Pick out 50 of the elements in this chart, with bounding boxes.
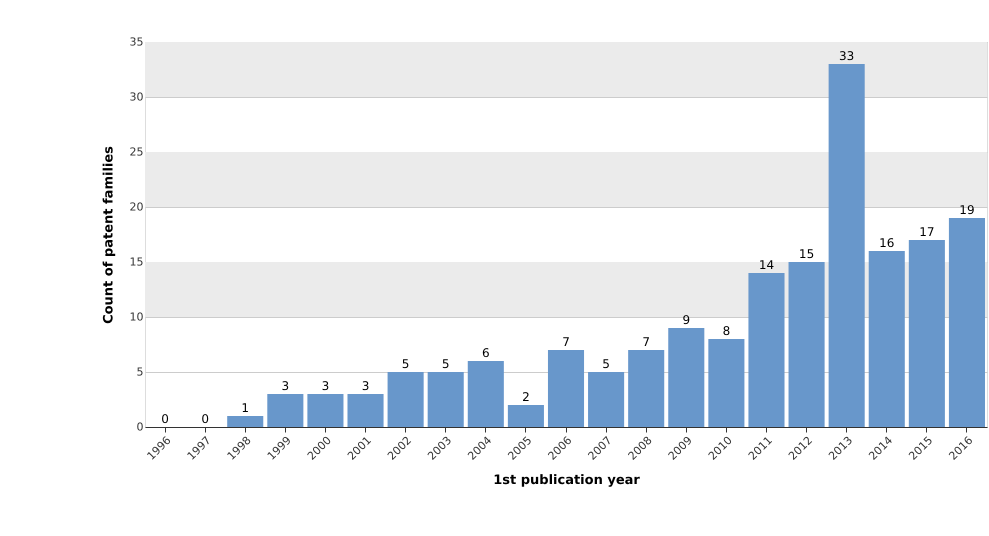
y-tick-label: 30: [130, 90, 144, 104]
data-label: 2: [522, 390, 530, 404]
data-label: 17: [919, 225, 934, 239]
data-label: 5: [442, 357, 450, 371]
bar: [468, 361, 504, 427]
data-label: 16: [879, 236, 894, 250]
bar: [548, 350, 584, 427]
y-tick-label: 10: [130, 310, 144, 324]
y-tick-label: 0: [136, 420, 144, 434]
bar: [307, 394, 344, 427]
data-label: 33: [839, 49, 854, 63]
data-label: 5: [602, 357, 610, 371]
bar: [868, 251, 905, 427]
bar: [748, 273, 785, 427]
y-tick-label: 20: [130, 200, 144, 214]
bar: [668, 328, 704, 427]
bar: [388, 372, 424, 427]
bar: [788, 262, 825, 427]
data-label: 3: [362, 379, 370, 393]
data-label: 19: [959, 203, 975, 217]
bar: [948, 218, 985, 427]
data-label: 7: [562, 335, 570, 349]
data-label: 5: [402, 357, 410, 371]
y-axis-title: Count of patent families: [102, 146, 117, 324]
bar: [588, 372, 624, 427]
data-label: 6: [482, 346, 490, 360]
data-label: 1: [241, 401, 250, 415]
y-tick-label: 15: [130, 256, 144, 268]
data-label: 3: [322, 379, 330, 393]
data-label: 3: [282, 379, 290, 393]
data-label: 0: [201, 412, 209, 426]
data-label: 9: [682, 313, 690, 327]
bar: [828, 64, 865, 427]
y-tick-label: 25: [130, 146, 144, 158]
data-label: 7: [642, 335, 650, 349]
bar: [227, 416, 264, 427]
bar: [628, 350, 664, 427]
bar: [347, 394, 384, 427]
data-label: 15: [798, 247, 814, 261]
data-label: 14: [758, 258, 774, 272]
y-tick-label: 35: [130, 36, 144, 48]
bar: [267, 394, 304, 427]
bar: [908, 240, 945, 427]
y-tick-label: 5: [136, 366, 144, 378]
x-axis-title: 1st publication year: [493, 473, 640, 488]
data-label: 8: [722, 324, 730, 338]
bar: [508, 405, 544, 427]
bar: [708, 339, 744, 427]
bar: [428, 372, 464, 427]
data-label: 0: [161, 412, 169, 426]
